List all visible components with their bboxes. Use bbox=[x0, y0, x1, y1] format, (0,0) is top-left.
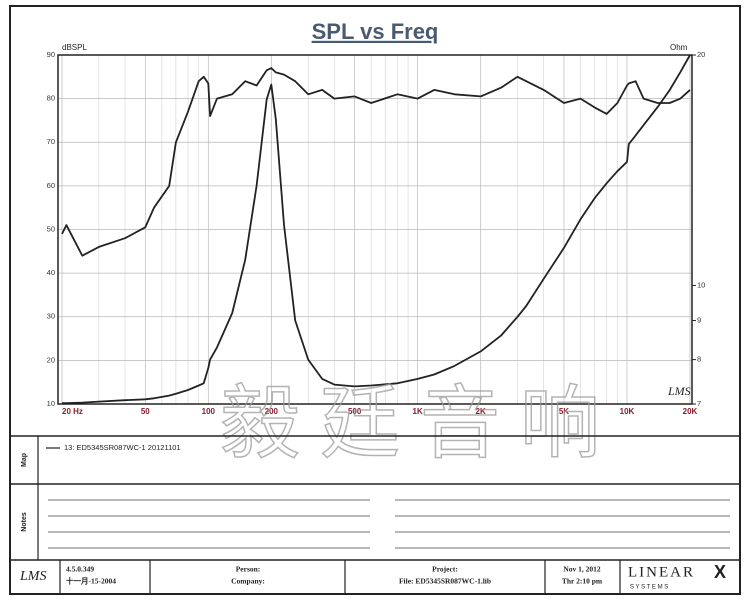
y-tick-label: 20 bbox=[47, 355, 55, 364]
y-tick-label: 50 bbox=[47, 224, 55, 233]
watermark: 毅廷音响 bbox=[220, 379, 620, 468]
y2-tick-label: 10 bbox=[697, 280, 705, 289]
x-tick-label: 20K bbox=[683, 407, 698, 416]
y2-tick-label: 20 bbox=[697, 50, 705, 59]
series-line bbox=[61, 67, 691, 257]
y2-tick-label: 8 bbox=[697, 355, 701, 364]
plot-frame bbox=[57, 54, 693, 405]
version-date: 十一月-15-2004 bbox=[66, 576, 116, 586]
notes-lines bbox=[48, 499, 730, 549]
y2-tick-label: 7 bbox=[697, 399, 701, 408]
x-tick-label: 5K bbox=[559, 407, 569, 416]
x-tick-label: 500 bbox=[348, 407, 362, 416]
x-tick-label: 10K bbox=[620, 407, 635, 416]
x-tick-label: 20 Hz bbox=[62, 407, 83, 416]
version: 4.5.0.349 bbox=[66, 565, 94, 574]
x-tick-label: 50 bbox=[141, 407, 150, 416]
panel-label: Map bbox=[21, 453, 28, 467]
brand-sub: S Y S T E M S bbox=[630, 585, 668, 591]
y2-axis-label: Ohm bbox=[670, 43, 688, 52]
y-tick-label: 90 bbox=[47, 50, 55, 59]
footer-logo: LMS bbox=[19, 569, 46, 584]
x-tick-label: 200 bbox=[265, 407, 279, 416]
brand-x: X bbox=[714, 562, 726, 582]
file: File: ED5345SR087WC-1.lib bbox=[399, 577, 491, 586]
project: Project: bbox=[432, 565, 458, 574]
series-line bbox=[62, 54, 691, 404]
time: Thr 2:10 pm bbox=[562, 577, 603, 586]
y-tick-label: 80 bbox=[47, 94, 55, 103]
person: Person: bbox=[236, 565, 261, 574]
x-tick-label: 2K bbox=[476, 407, 486, 416]
y2-tick-label: 9 bbox=[697, 315, 701, 324]
y-tick-label: 40 bbox=[47, 268, 55, 277]
y-tick-label: 10 bbox=[47, 399, 55, 408]
x-tick-label: 100 bbox=[202, 407, 216, 416]
frame bbox=[9, 5, 741, 595]
panel-label: Notes bbox=[21, 512, 28, 532]
x-tick-label: 1K bbox=[413, 407, 423, 416]
date: Nov 1, 2012 bbox=[563, 565, 601, 574]
plot: 20 Hz 50 100 200 500 1K 2K 5K 10K 20K 10 20 30 40 50 60… bbox=[47, 50, 706, 416]
chart-title: SPL vs Freq bbox=[312, 19, 439, 44]
footer-dividers bbox=[59, 560, 621, 594]
company: Company: bbox=[231, 577, 265, 586]
y-tick-label: 60 bbox=[47, 181, 55, 190]
y-tick-label: 70 bbox=[47, 137, 55, 146]
y-axis-label: dBSPL bbox=[62, 43, 87, 52]
brand: LINEAR bbox=[628, 564, 695, 580]
legend-entry: 13: ED5345SR087WC-1 20121101 bbox=[64, 443, 181, 452]
chart-logo: LMS bbox=[667, 384, 691, 398]
y-tick-label: 30 bbox=[47, 312, 55, 321]
